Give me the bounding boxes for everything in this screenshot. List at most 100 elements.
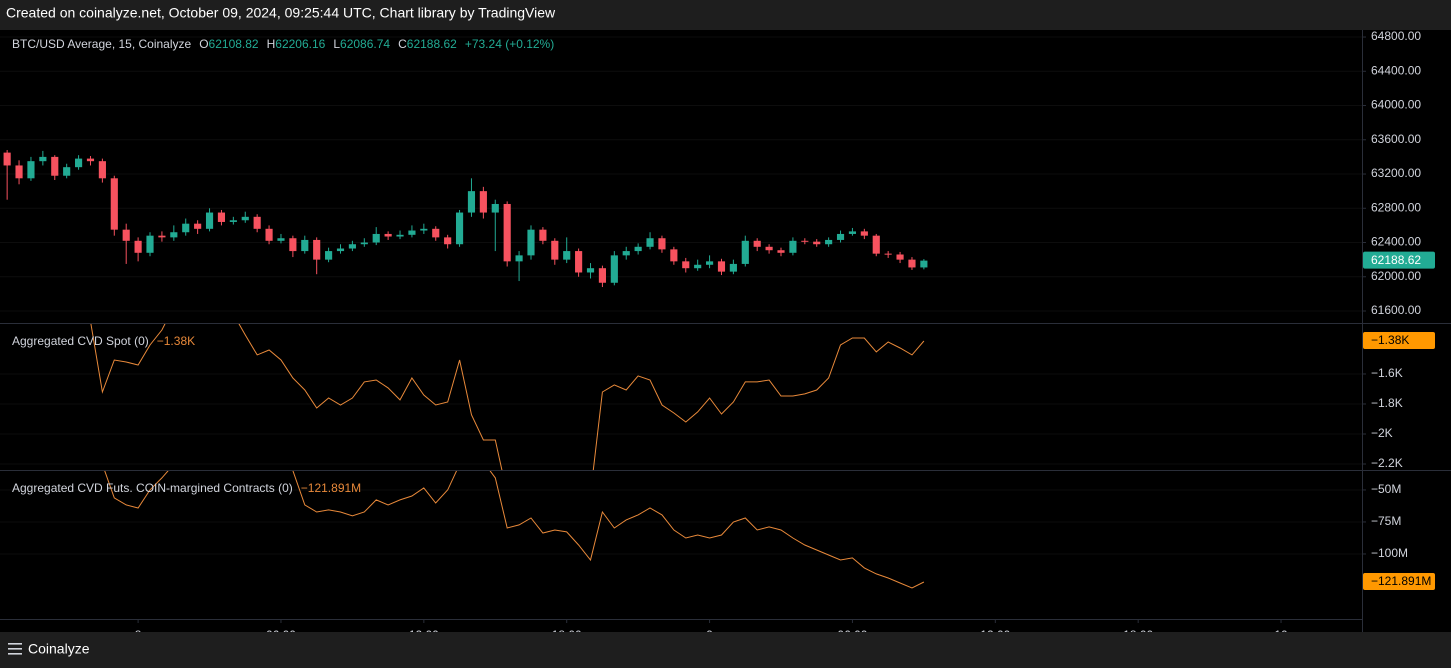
candle-body [622, 251, 630, 256]
candle-body [205, 212, 214, 229]
y-tick-label: −1.8K [1371, 396, 1403, 410]
candle-body [134, 240, 142, 253]
y-tick-label: 64800.00 [1371, 29, 1421, 43]
candle-body [836, 233, 845, 240]
candle-body [825, 239, 833, 245]
y-tick-label: 62400.00 [1371, 235, 1421, 249]
candle-body [741, 240, 749, 264]
candle-body [884, 253, 892, 255]
candle-body [277, 238, 285, 241]
created-note: Created on coinalyze.net, October 09, 20… [6, 5, 556, 21]
candle-body [348, 244, 356, 249]
candle-body [479, 191, 487, 213]
brand[interactable]: Coinalyze [28, 641, 90, 657]
candle-body [313, 239, 321, 260]
cvd-line [104, 471, 925, 589]
candle-body [706, 261, 714, 265]
candle-body [325, 251, 333, 260]
candle-body [396, 234, 404, 237]
candle-body [3, 152, 11, 166]
ohlc-value: 62108.82 [209, 37, 259, 51]
candle-body [408, 230, 416, 235]
ohlc-key: L [333, 37, 340, 51]
y-tick-label: −75M [1371, 514, 1401, 528]
candle-body [289, 238, 297, 252]
candle-body [265, 228, 273, 241]
candle-body [63, 167, 71, 176]
candle-body [39, 156, 47, 162]
candle-body [503, 203, 511, 262]
last-value-label: 62188.62 [1371, 253, 1421, 267]
candle-body [610, 255, 618, 283]
candle-body [860, 231, 868, 236]
candle-body [658, 238, 666, 250]
y-tick-label: −50M [1371, 482, 1401, 496]
pane [0, 471, 1362, 589]
legend-value: −121.891M [301, 481, 361, 495]
candle-body [432, 228, 440, 238]
pane [0, 324, 1362, 470]
y-tick-label: 61600.00 [1371, 303, 1421, 317]
candle-body [158, 235, 166, 238]
legend: Aggregated CVD Spot (0) −1.38K [12, 334, 195, 348]
candle-body [217, 212, 226, 222]
candle-body [670, 249, 678, 262]
last-value-badge [1363, 331, 1435, 349]
candle-body [229, 220, 237, 222]
candle-body [717, 261, 726, 272]
menu-line [8, 648, 22, 650]
candle-body [694, 264, 702, 269]
chart-layer [0, 36, 1362, 589]
candle-body [110, 178, 118, 230]
ohlc-value: 62206.16 [275, 37, 325, 51]
y-tick-label: 62000.00 [1371, 269, 1421, 283]
legend-value: −1.38K [157, 334, 195, 348]
menu-icon[interactable] [8, 643, 22, 655]
candle-body [848, 231, 857, 234]
top-bar [0, 0, 1451, 30]
candle-body [491, 203, 499, 213]
y-tick-label: 64000.00 [1371, 98, 1421, 112]
candle-body [586, 268, 595, 273]
candle-body [789, 240, 797, 253]
menu-line [8, 653, 22, 655]
candle-body [753, 240, 761, 247]
candle-body [146, 235, 154, 253]
bottom-bar [0, 632, 1451, 668]
candle-body [813, 241, 821, 245]
candle-body [336, 248, 345, 252]
candle-body [801, 240, 809, 242]
y-tick-label: −2K [1371, 426, 1393, 440]
candle-body [301, 239, 309, 252]
pane [0, 36, 1362, 312]
candle-body [646, 238, 654, 247]
candle-body [729, 263, 737, 272]
candle-body [194, 223, 202, 229]
y-tick-label: 63200.00 [1371, 166, 1421, 180]
ohlc-key: O [199, 37, 208, 51]
candle-body [253, 216, 261, 229]
y-tick-label: 64400.00 [1371, 63, 1421, 77]
candle-body [170, 232, 178, 238]
candle-body [86, 158, 95, 162]
ohlc-key: H [267, 37, 276, 51]
candle-body [420, 228, 428, 231]
ohlc-value: 62188.62 [407, 37, 457, 51]
candle-body [51, 156, 59, 176]
ohlc-key: C [398, 37, 407, 51]
candle-body [634, 246, 642, 252]
candle-body [575, 251, 583, 273]
last-value-label: −1.38K [1371, 333, 1409, 347]
y-tick-label: −2.2K [1371, 456, 1403, 470]
candle-body [765, 246, 773, 251]
candle-body [682, 261, 690, 269]
candle-body [515, 255, 523, 262]
last-value-badge [1363, 572, 1435, 590]
candle-body [539, 229, 547, 241]
candle-body [872, 235, 880, 254]
last-value-badge [1363, 251, 1435, 269]
candle-body [777, 250, 785, 253]
change: +73.24 (+0.12%) [465, 37, 554, 51]
legend-title: BTC/USD Average, 15, Coinalyze [12, 37, 192, 51]
